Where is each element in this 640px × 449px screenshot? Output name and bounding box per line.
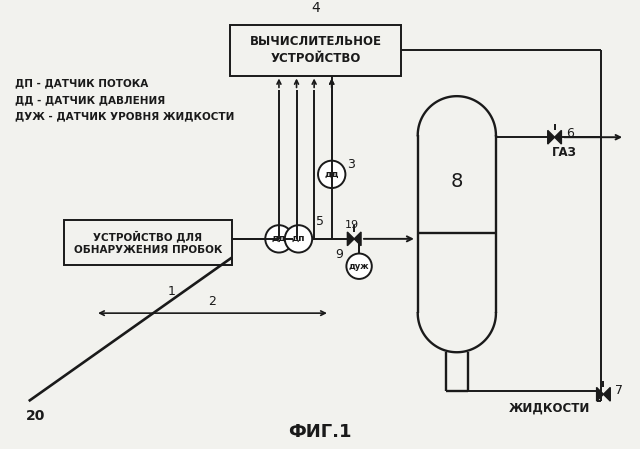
Text: 9: 9 bbox=[335, 248, 344, 261]
Circle shape bbox=[318, 161, 346, 188]
Circle shape bbox=[346, 254, 372, 279]
Polygon shape bbox=[354, 232, 361, 246]
Text: ДП - ДАТЧИК ПОТОКА: ДП - ДАТЧИК ПОТОКА bbox=[15, 79, 148, 88]
Text: 1: 1 bbox=[168, 285, 175, 298]
Circle shape bbox=[265, 225, 292, 252]
Text: 4: 4 bbox=[311, 1, 320, 15]
Text: 6: 6 bbox=[566, 127, 574, 140]
Text: 3: 3 bbox=[348, 158, 355, 171]
Text: УСТРОЙСТВО ДЛЯ
ОБНАРУЖЕНИЯ ПРОБОК: УСТРОЙСТВО ДЛЯ ОБНАРУЖЕНИЯ ПРОБОК bbox=[74, 230, 222, 255]
Text: ДД - ДАТЧИК ДАВЛЕНИЯ: ДД - ДАТЧИК ДАВЛЕНИЯ bbox=[15, 95, 165, 105]
Circle shape bbox=[285, 225, 312, 252]
Text: 8: 8 bbox=[451, 172, 463, 191]
Text: ДУЖ - ДАТЧИК УРОВНЯ ЖИДКОСТИ: ДУЖ - ДАТЧИК УРОВНЯ ЖИДКОСТИ bbox=[15, 112, 234, 122]
Text: ВЫЧИСЛИТЕЛЬНОЕ
УСТРОЙСТВО: ВЫЧИСЛИТЕЛЬНОЕ УСТРОЙСТВО bbox=[250, 35, 381, 65]
Polygon shape bbox=[548, 130, 555, 144]
Bar bbox=[230, 25, 401, 75]
Text: дд: дд bbox=[272, 234, 286, 243]
Polygon shape bbox=[604, 387, 611, 401]
Polygon shape bbox=[596, 387, 604, 401]
Polygon shape bbox=[348, 232, 354, 246]
Text: ГАЗ: ГАЗ bbox=[552, 146, 577, 159]
Text: 7: 7 bbox=[615, 384, 623, 397]
Text: дп: дп bbox=[292, 234, 305, 243]
Text: 5: 5 bbox=[316, 215, 324, 228]
Text: ФИГ.1: ФИГ.1 bbox=[288, 423, 352, 441]
Text: 2: 2 bbox=[209, 295, 216, 308]
Text: ЖИДКОСТИ: ЖИДКОСТИ bbox=[509, 401, 590, 414]
Text: дуж: дуж bbox=[349, 262, 369, 271]
Bar bbox=[64, 220, 232, 265]
Text: 19: 19 bbox=[345, 220, 359, 230]
Text: дд: дд bbox=[324, 170, 339, 179]
Polygon shape bbox=[555, 130, 561, 144]
Text: 20: 20 bbox=[26, 409, 45, 423]
